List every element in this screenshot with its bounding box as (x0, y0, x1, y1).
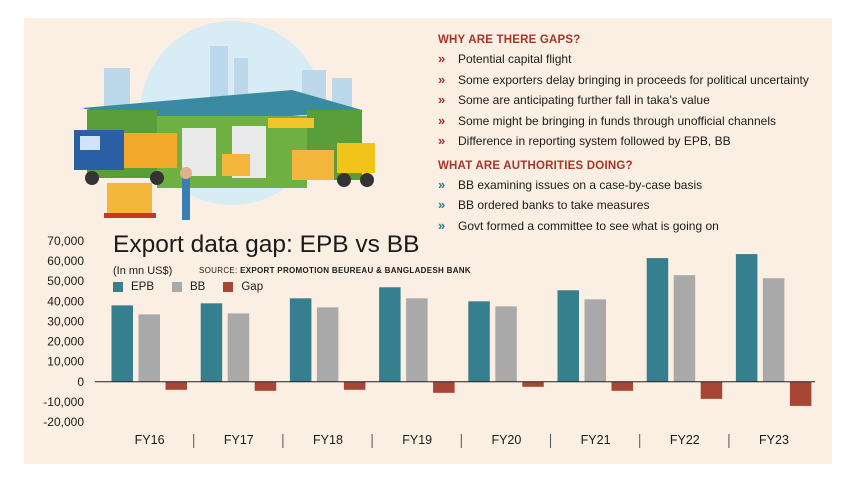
chevron-right-icon: » (438, 92, 446, 107)
y-tick-label: 30,000 (47, 314, 84, 328)
list-item: » Some might be bringing in funds through… (438, 112, 776, 128)
legend-item-gap: Gap (223, 281, 263, 293)
list-item: » Potential capital flight (438, 51, 572, 66)
y-tick-label: 70,000 (47, 234, 84, 248)
list-item: » BB ordered banks to take measures (438, 197, 650, 212)
bar-epb-fy19 (379, 287, 401, 382)
bar-gap-fy22 (700, 381, 723, 399)
chevron-right-icon: » (438, 197, 446, 212)
chevron-right-icon: » (438, 133, 446, 148)
legend-swatch (172, 282, 183, 292)
x-tick-label: FY23 (759, 433, 789, 447)
bar-gap-fy23 (789, 381, 812, 406)
list-item: » BB examining issues on a case-by-case b… (438, 176, 703, 192)
bar-bb-fy21 (584, 299, 606, 382)
bar-bb-fy23 (762, 278, 785, 382)
y-tick-label: 20,000 (47, 335, 84, 349)
y-tick-label: 50,000 (47, 274, 84, 288)
bar-gap-fy17 (254, 381, 277, 391)
bar-epb-fy16 (111, 305, 133, 382)
y-tick-label: 40,000 (47, 294, 84, 308)
bar-epb-fy21 (557, 290, 579, 382)
bar-gap-fy18 (343, 381, 366, 390)
bar-bb-fy22 (673, 275, 696, 382)
source-label: SOURCE: EXPORT PROMOTION BEUREAU & BANGL… (199, 266, 471, 275)
x-tick-label: FY22 (670, 433, 700, 447)
bar-epb-fy17 (200, 303, 223, 382)
bar-epb-fy23 (735, 254, 758, 382)
chart-title: Export data gap: EPB vs BB (113, 231, 420, 258)
bar-epb-fy20 (468, 301, 490, 382)
chevron-right-icon: » (438, 217, 446, 233)
y-tick-label: 10,000 (47, 355, 84, 369)
x-tick-label: FY19 (402, 433, 432, 447)
units-label: (In mn US$) (113, 265, 173, 277)
chevron-right-icon: » (438, 112, 446, 128)
x-tick-label: FY16 (135, 433, 165, 447)
authorities-heading: WHAT ARE AUTHORITIES DOING? (438, 159, 633, 172)
bar-gap-fy19 (433, 381, 455, 393)
bar-gap-fy16 (165, 381, 187, 390)
info-text-box: WHY ARE THERE GAPS? » Potential capital f… (438, 34, 838, 244)
gaps-heading: WHY ARE THERE GAPS? (438, 34, 581, 46)
bar-gap-fy20 (522, 381, 544, 387)
bar-epb-fy18 (289, 298, 312, 382)
list-item: » Difference in reporting system followed… (438, 133, 731, 148)
list-item: » Some are anticipating further fall in t… (438, 92, 710, 107)
y-tick-label: -10,000 (43, 395, 84, 409)
legend-swatch (223, 282, 234, 292)
warehouse-illustration (74, 21, 375, 220)
y-tick-label: -20,000 (43, 415, 84, 429)
bar-bb-fy17 (227, 313, 250, 382)
legend-item-epb: EPB (113, 281, 154, 293)
chevron-right-icon: » (438, 71, 446, 87)
bar-bb-fy20 (495, 306, 517, 382)
chevron-right-icon: » (438, 176, 446, 192)
bar-gap-fy21 (611, 381, 633, 391)
gaps-list: » Potential capital flight » Some exporter… (438, 51, 838, 154)
bar-bb-fy19 (406, 298, 428, 382)
list-item: » Some exporters delay bringing in procee… (438, 71, 809, 87)
authorities-list: » BB examining issues on a case-by-case b… (438, 177, 838, 239)
y-tick-label: 60,000 (47, 254, 84, 268)
bar-bb-fy16 (138, 314, 160, 382)
bar-epb-fy22 (646, 258, 669, 382)
x-tick-label: FY17 (224, 433, 254, 447)
chevron-right-icon: » (438, 51, 446, 66)
x-tick-label: FY21 (581, 433, 611, 447)
x-tick-label: FY18 (313, 433, 343, 447)
x-tick-label: FY20 (491, 433, 521, 447)
bar-bb-fy18 (316, 307, 339, 382)
legend-item-bb: BB (172, 281, 205, 293)
list-item: » Govt formed a committee to see what is … (438, 217, 719, 233)
legend-swatch (113, 282, 123, 292)
y-tick-label: 0 (77, 375, 84, 389)
chart-legend: EPB BB Gap (113, 281, 263, 293)
